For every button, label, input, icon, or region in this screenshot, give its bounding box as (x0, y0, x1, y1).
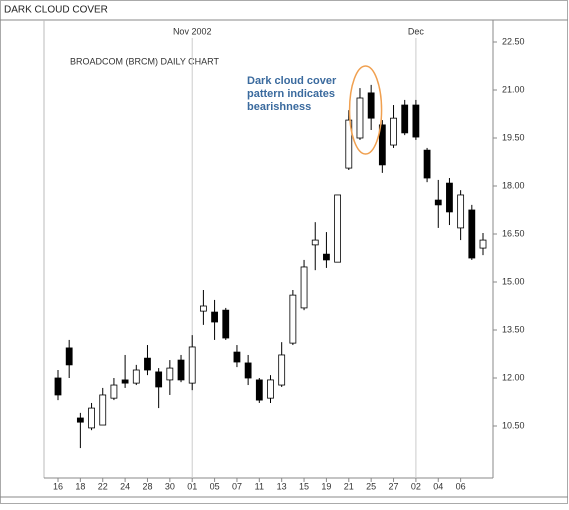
y-tick-label: 16.50 (502, 228, 525, 238)
candle-body (401, 104, 409, 134)
x-tick-label: 16 (53, 481, 63, 491)
annotation: pattern indicates (247, 88, 335, 100)
subtitle: BROADCOM (BRCM) DAILY CHART (70, 56, 220, 66)
x-tick-label: 04 (433, 481, 443, 491)
y-tick-label: 22.50 (502, 36, 525, 46)
x-tick-label: 07 (232, 481, 242, 491)
x-tick-label: 21 (344, 481, 354, 491)
y-tick-label: 21.00 (502, 84, 525, 94)
annotation: Dark cloud cover (247, 75, 337, 87)
x-tick-label: 05 (210, 481, 220, 491)
candle-body (144, 357, 151, 371)
y-tick-label: 10.50 (502, 420, 525, 430)
candle-body (155, 371, 163, 388)
x-tick-label: 13 (277, 481, 287, 491)
candle-body (345, 119, 353, 169)
candle-body (300, 266, 308, 309)
marker-label: Dec (408, 26, 425, 36)
candle-body (88, 407, 95, 429)
candle-body (311, 239, 319, 246)
y-tick-label: 18.00 (502, 180, 525, 190)
candle-body (110, 384, 118, 399)
y-tick-label: 15.00 (502, 276, 525, 286)
highlight-ellipse (348, 65, 383, 155)
x-tick-label: 02 (411, 481, 421, 491)
candle-body (166, 367, 174, 381)
candle-body (412, 104, 420, 138)
candle-body (278, 354, 286, 386)
candle-body (188, 346, 196, 384)
candle-body (390, 117, 397, 146)
x-tick-label: 25 (366, 481, 376, 491)
x-tick-label: 18 (75, 481, 85, 491)
candle-body (121, 379, 129, 384)
candle-body (289, 294, 297, 344)
candle-body (334, 194, 342, 263)
x-tick-label: 01 (187, 481, 197, 491)
candle-body (65, 347, 73, 366)
candle-body (356, 97, 364, 139)
candle-body (423, 149, 431, 179)
candle-body (457, 194, 465, 229)
x-tick-label: 06 (456, 481, 466, 491)
y-tick-label: 19.50 (502, 132, 525, 142)
candle-body (434, 199, 442, 206)
candle-body (267, 379, 274, 399)
candle-body (244, 362, 252, 379)
candle-body (446, 182, 453, 213)
candle-body (255, 379, 263, 401)
candle-body (54, 377, 62, 396)
x-tick-label: 28 (142, 481, 152, 491)
candle-body (367, 92, 375, 119)
x-tick-label: 24 (120, 481, 130, 491)
y-tick-label: 12.00 (502, 372, 525, 382)
y-tick-label: 13.50 (502, 324, 525, 334)
candle-body (222, 309, 230, 339)
candle-body (479, 239, 487, 249)
candle-body (378, 124, 386, 166)
candle-body (199, 305, 207, 312)
candle-body (211, 311, 218, 323)
chart-title: DARK CLOUD COVER (4, 5, 108, 16)
marker-label: Nov 2002 (173, 26, 212, 36)
candle-body (323, 253, 330, 261)
candle-body (76, 417, 84, 423)
x-tick-label: 27 (389, 481, 399, 491)
x-tick-label: 22 (98, 481, 108, 491)
x-tick-label: 30 (165, 481, 175, 491)
candle-body (177, 359, 185, 381)
candle-body (99, 394, 107, 426)
x-tick-label: 11 (255, 481, 264, 491)
candle-body (233, 351, 241, 363)
candle-body (132, 369, 140, 384)
annotation: bearishness (247, 101, 311, 113)
x-tick-label: 19 (321, 481, 331, 491)
candle-body (468, 209, 476, 259)
x-tick-label: 15 (299, 481, 309, 491)
